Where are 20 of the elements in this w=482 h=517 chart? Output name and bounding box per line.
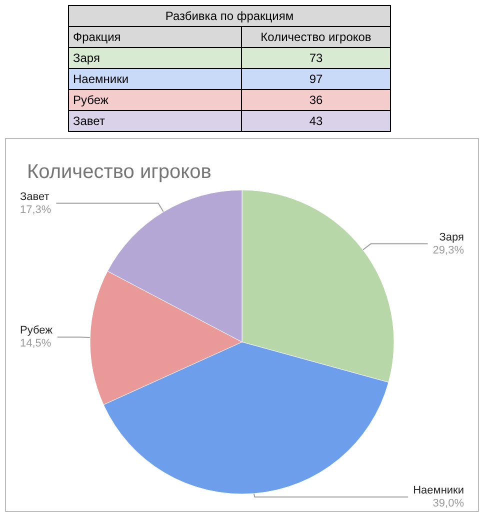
category-label: Заря (68, 48, 242, 68)
data-label: 36 (242, 90, 390, 110)
text: Количество игроков (242, 26, 390, 48)
data-label: 29,3% (432, 244, 464, 256)
data-label: 39,0% (432, 498, 464, 510)
slice-label: Завет (20, 190, 50, 203)
data-label: 43 (242, 110, 390, 132)
data-label: 73 (242, 48, 390, 68)
slice-label: Заря (439, 231, 464, 244)
chart-title: Количество игроков (27, 161, 212, 183)
category-label: Рубеж (68, 90, 242, 110)
slice-label: Наемники (413, 484, 464, 496)
data-label: 14,5% (20, 338, 52, 350)
category-label: Наемники (68, 68, 242, 90)
text: Фракция (68, 26, 242, 48)
category-label: Завет (68, 110, 242, 132)
text: Разбивка по фракциям (68, 6, 390, 26)
data-label: 17,3% (20, 204, 52, 216)
data-label: 97 (242, 68, 390, 90)
slice-label: Рубеж (20, 324, 54, 337)
